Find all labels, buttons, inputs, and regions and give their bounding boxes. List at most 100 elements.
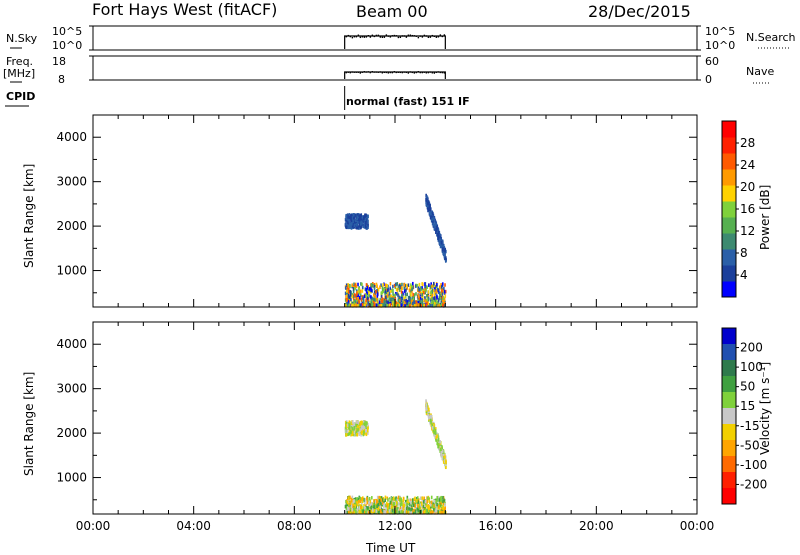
velocity-cell	[377, 503, 380, 507]
power-cell	[380, 299, 383, 303]
power-cell	[438, 296, 441, 301]
power-cell	[369, 300, 372, 305]
velocity-cell	[370, 501, 373, 506]
power-cell	[367, 293, 370, 298]
velocity-cell	[433, 430, 436, 435]
power-cell	[429, 285, 432, 289]
nsky-noise-dot	[357, 34, 360, 36]
velocity-cell	[366, 421, 368, 425]
power-cell	[432, 304, 435, 308]
velocity-cell	[358, 427, 360, 431]
nave-dot	[437, 71, 439, 73]
power-cell	[345, 225, 348, 230]
colorbar-segment	[722, 265, 736, 282]
velocity-cell	[430, 416, 433, 421]
nave-dot	[427, 72, 429, 74]
colorbar-tick-label: 4	[740, 268, 748, 282]
velocity-cell	[354, 433, 356, 437]
velocity-cell	[432, 502, 435, 506]
power-cell	[357, 297, 360, 301]
velocity-cell	[440, 508, 443, 512]
power-cell	[415, 300, 417, 304]
power-cell	[440, 302, 443, 306]
velocity-cell	[375, 500, 378, 504]
power-cell	[403, 300, 406, 305]
power-cell	[345, 219, 347, 223]
power-cell	[419, 289, 422, 294]
velocity-cell	[346, 500, 349, 505]
velocity-cell	[380, 498, 383, 502]
velocity-cell	[384, 498, 386, 503]
power-cell	[403, 296, 406, 300]
velocity-cell	[400, 497, 402, 502]
velocity-cell	[389, 500, 392, 505]
velocity-cell	[433, 423, 435, 427]
nsky-noise-dot	[403, 35, 406, 37]
velocity-cell	[364, 501, 366, 506]
nsky-noise-dot	[381, 36, 384, 39]
power-cell	[441, 247, 444, 252]
power-cell	[420, 291, 423, 296]
velocity-cell	[416, 510, 418, 515]
power-cell	[356, 223, 358, 227]
power-cell	[434, 294, 436, 299]
power-cell	[389, 289, 392, 294]
power-cell	[385, 288, 387, 293]
velocity-cell	[347, 510, 350, 515]
velocity-cell	[431, 426, 434, 430]
power-cell	[434, 223, 436, 227]
colorbar-tick-label: -15	[740, 419, 760, 433]
power-cell	[432, 284, 435, 288]
nave-dot	[429, 71, 431, 73]
power-cell	[428, 283, 430, 287]
power-cell	[403, 289, 406, 293]
colorbar-segment	[722, 408, 736, 425]
power-cell	[381, 285, 384, 290]
velocity-cell	[360, 421, 362, 425]
freq-unit: [MHz]	[3, 67, 36, 80]
power-cell	[427, 200, 430, 204]
power-cell	[440, 283, 442, 287]
velocity-cell	[363, 427, 365, 432]
power-cell	[369, 286, 372, 291]
velocity-cell	[404, 507, 407, 511]
velocity-cell	[367, 500, 370, 505]
nave-dot	[393, 71, 395, 73]
power-cell	[407, 295, 410, 300]
power-cell	[392, 289, 394, 293]
power-cell	[355, 299, 358, 304]
velocity-cell	[406, 495, 409, 500]
power-cell	[421, 293, 423, 297]
velocity-cell	[440, 501, 443, 505]
velocity-cell	[398, 510, 400, 515]
power-cell	[358, 287, 360, 291]
x-tick-label: 20:00	[579, 519, 614, 533]
power-cell	[424, 296, 426, 300]
power-cell	[444, 294, 447, 298]
velocity-panel-frame	[92, 321, 698, 515]
power-cell	[439, 242, 442, 246]
velocity-cell	[440, 495, 442, 500]
power-cell	[438, 287, 441, 292]
velocity-cell	[384, 495, 387, 500]
power-cell	[353, 293, 356, 297]
colorbar-segment	[722, 217, 736, 234]
nsky-noise-dot	[377, 34, 380, 37]
velocity-cell	[417, 503, 419, 508]
power-cell	[344, 291, 347, 296]
power-cell	[429, 207, 432, 211]
power-cell	[352, 287, 355, 291]
power-cell	[360, 297, 363, 302]
y-tick-label: 1000	[56, 264, 87, 278]
power-cell	[395, 303, 397, 308]
velocity-cell	[443, 511, 445, 515]
power-cell	[421, 286, 423, 290]
velocity-cell	[441, 456, 444, 461]
nave-dot	[443, 72, 445, 74]
power-cell	[399, 301, 402, 306]
velocity-cell	[429, 500, 431, 505]
power-cell	[428, 210, 431, 215]
power-cell	[409, 302, 412, 306]
velocity-cell	[411, 503, 413, 508]
velocity-cell	[428, 509, 431, 514]
